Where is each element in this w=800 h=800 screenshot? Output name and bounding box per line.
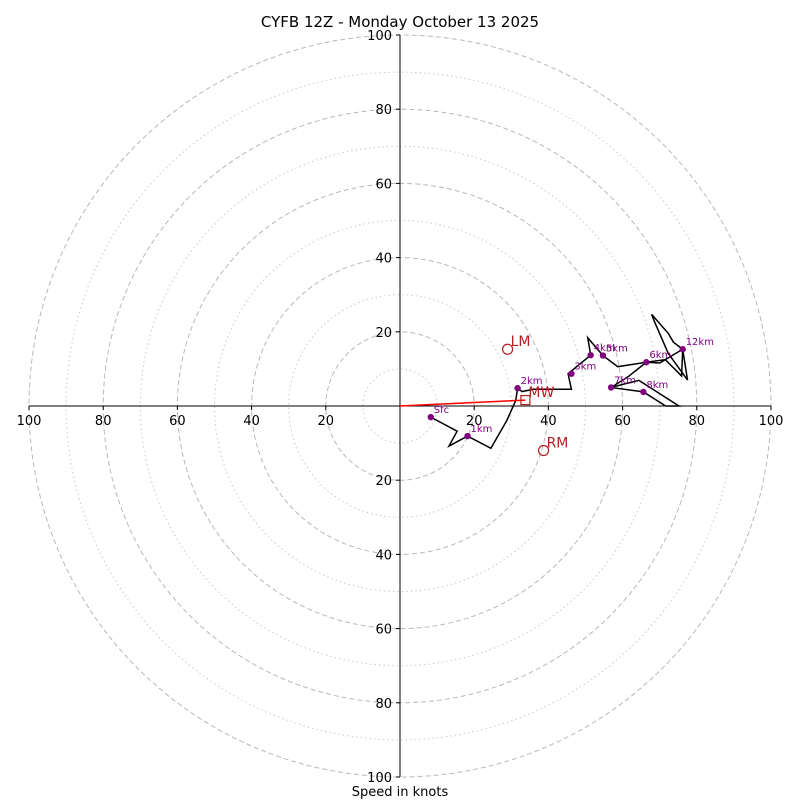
mean-wind-vector	[399, 399, 526, 407]
y-tick-label: 60	[375, 177, 392, 192]
height-point	[599, 352, 607, 359]
x-tick-label: 80	[689, 414, 706, 429]
y-tick-label: 40	[375, 252, 392, 267]
height-label: 2km	[521, 376, 543, 387]
chart-title: CYFB 12Z - Monday October 13 2025	[261, 13, 539, 31]
height-point	[679, 346, 686, 353]
x-tick-label: 40	[540, 414, 557, 429]
y-tick-label: 20	[375, 474, 392, 489]
y-tick-label: 40	[375, 548, 392, 563]
height-label: 3km	[574, 362, 596, 373]
height-point	[643, 359, 650, 366]
x-tick-label: 60	[169, 414, 186, 429]
storm-motion-label: LM	[511, 334, 531, 350]
y-tick-label: 100	[367, 771, 392, 786]
height-label: Sfc	[434, 405, 449, 416]
height-point	[640, 388, 647, 396]
axis-ticks: 100 80 60 40 20 20 40 60 80 100 100 80 60 40 20 20 40 60 8…	[17, 29, 784, 786]
y-tick-label: 80	[375, 697, 392, 712]
height-label: 5km	[606, 344, 628, 355]
height-label: 1km	[471, 424, 493, 435]
height-label: 8km	[646, 380, 668, 391]
y-tick-label: 100	[367, 29, 392, 44]
x-tick-label: 80	[95, 414, 112, 429]
storm-motion-marker	[501, 343, 514, 355]
x-tick-label: 20	[466, 414, 483, 429]
storm-motion-label: MW	[528, 385, 554, 401]
height-point	[587, 351, 594, 359]
y-tick-label: 20	[375, 326, 392, 341]
height-label: 7km	[614, 375, 636, 386]
y-tick-label: 60	[375, 623, 392, 638]
height-label: 4km	[594, 343, 616, 354]
storm-motion-markers: LM RM MW	[501, 334, 569, 457]
x-tick-label: 100	[17, 414, 42, 429]
height-point	[427, 413, 434, 421]
x-tick-label: 40	[243, 414, 260, 429]
height-point	[607, 384, 615, 391]
x-tick-label: 20	[318, 414, 335, 429]
x-tick-label: 100	[759, 414, 784, 429]
x-axis-label: Speed in knots	[352, 785, 449, 800]
height-point	[568, 370, 575, 377]
height-point	[514, 384, 521, 392]
height-label: 6km	[649, 350, 671, 361]
hodograph-trace	[430, 313, 689, 450]
height-label: 12km	[686, 337, 714, 348]
x-tick-label: 60	[614, 414, 631, 429]
y-tick-label: 80	[375, 103, 392, 118]
height-point	[464, 432, 471, 440]
storm-motion-label: RM	[547, 436, 569, 452]
mean-wind-marker	[520, 394, 531, 406]
storm-motion-marker	[537, 444, 550, 457]
